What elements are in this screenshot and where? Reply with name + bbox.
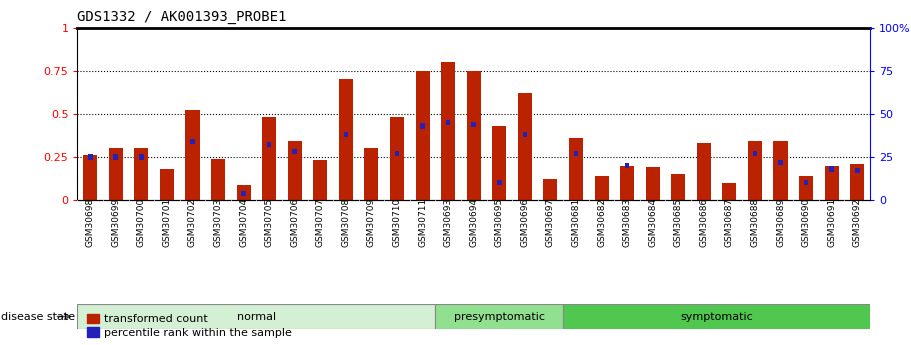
Bar — [83, 155, 97, 200]
Bar — [625, 163, 630, 168]
Text: GSM30688: GSM30688 — [751, 197, 760, 247]
Text: GSM30706: GSM30706 — [291, 197, 299, 247]
Text: GSM30689: GSM30689 — [776, 197, 785, 247]
Bar — [492, 126, 507, 200]
Bar — [160, 169, 174, 200]
Bar — [574, 151, 578, 156]
Text: GSM30708: GSM30708 — [342, 197, 351, 247]
Text: symptomatic: symptomatic — [681, 312, 753, 322]
Text: GSM30687: GSM30687 — [725, 197, 734, 247]
Text: GSM30710: GSM30710 — [393, 197, 402, 247]
Bar — [390, 117, 404, 200]
Bar — [697, 143, 711, 200]
Bar — [343, 132, 348, 137]
Bar — [237, 185, 251, 200]
Bar — [773, 141, 787, 200]
Text: GSM30697: GSM30697 — [546, 197, 555, 247]
Text: disease state: disease state — [1, 312, 75, 322]
Bar — [108, 148, 123, 200]
Text: GSM30692: GSM30692 — [853, 198, 862, 247]
Text: GSM30711: GSM30711 — [418, 197, 427, 247]
Bar — [445, 120, 450, 125]
Text: GSM30686: GSM30686 — [700, 197, 709, 247]
Bar — [415, 71, 430, 200]
Bar — [435, 304, 563, 329]
Text: GSM30701: GSM30701 — [162, 197, 171, 247]
Bar — [134, 148, 148, 200]
Text: GSM30685: GSM30685 — [674, 197, 682, 247]
Bar — [420, 124, 425, 128]
Bar — [394, 151, 399, 156]
Bar — [829, 166, 834, 171]
Bar — [799, 176, 814, 200]
Text: GSM30682: GSM30682 — [597, 198, 606, 247]
Bar — [190, 139, 195, 144]
Bar — [288, 141, 302, 200]
Bar — [748, 141, 762, 200]
Bar — [313, 160, 327, 200]
Bar — [671, 174, 685, 200]
Text: GSM30702: GSM30702 — [188, 198, 197, 247]
Bar — [364, 148, 378, 200]
Text: GSM30703: GSM30703 — [213, 197, 222, 247]
Bar — [517, 93, 532, 200]
Text: GSM30698: GSM30698 — [86, 197, 95, 247]
Text: GSM30690: GSM30690 — [802, 197, 811, 247]
Text: GSM30700: GSM30700 — [137, 197, 146, 247]
Text: GSM30693: GSM30693 — [444, 197, 453, 247]
Bar — [466, 71, 481, 200]
Bar — [778, 159, 783, 165]
Text: normal: normal — [237, 312, 276, 322]
Bar — [292, 149, 297, 155]
Bar — [563, 304, 870, 329]
Text: GSM30681: GSM30681 — [571, 197, 580, 247]
Text: GSM30704: GSM30704 — [239, 198, 248, 247]
Bar — [262, 117, 276, 200]
Bar — [471, 122, 476, 127]
Bar — [752, 151, 757, 156]
Bar — [850, 164, 865, 200]
Bar — [186, 110, 200, 200]
Bar — [646, 167, 660, 200]
Bar — [523, 132, 527, 137]
Bar — [543, 179, 558, 200]
Text: GSM30705: GSM30705 — [265, 197, 273, 247]
Bar — [595, 176, 609, 200]
Bar — [569, 138, 583, 200]
Bar — [139, 155, 144, 159]
Bar — [88, 155, 93, 159]
Text: GSM30694: GSM30694 — [469, 198, 478, 247]
Bar — [722, 183, 736, 200]
Text: GSM30684: GSM30684 — [649, 198, 657, 247]
Text: GSM30696: GSM30696 — [520, 197, 529, 247]
Text: GSM30683: GSM30683 — [622, 197, 631, 247]
Text: GDS1332 / AK001393_PROBE1: GDS1332 / AK001393_PROBE1 — [77, 10, 287, 24]
Text: GSM30707: GSM30707 — [316, 197, 325, 247]
Text: GSM30691: GSM30691 — [827, 197, 836, 247]
Text: GSM30709: GSM30709 — [367, 197, 376, 247]
Text: GSM30699: GSM30699 — [111, 197, 120, 247]
Bar — [804, 180, 808, 186]
Bar — [339, 79, 353, 200]
Bar — [855, 168, 859, 173]
Bar — [241, 190, 246, 196]
Bar — [497, 180, 502, 186]
Bar — [824, 166, 839, 200]
Bar — [441, 62, 456, 200]
Bar — [211, 159, 225, 200]
Text: presymptomatic: presymptomatic — [454, 312, 545, 322]
Bar — [620, 166, 634, 200]
Legend: transformed count, percentile rank within the sample: transformed count, percentile rank withi… — [83, 309, 296, 342]
Text: GSM30695: GSM30695 — [495, 197, 504, 247]
Bar — [267, 142, 271, 148]
Bar — [77, 304, 435, 329]
Bar — [114, 155, 118, 159]
